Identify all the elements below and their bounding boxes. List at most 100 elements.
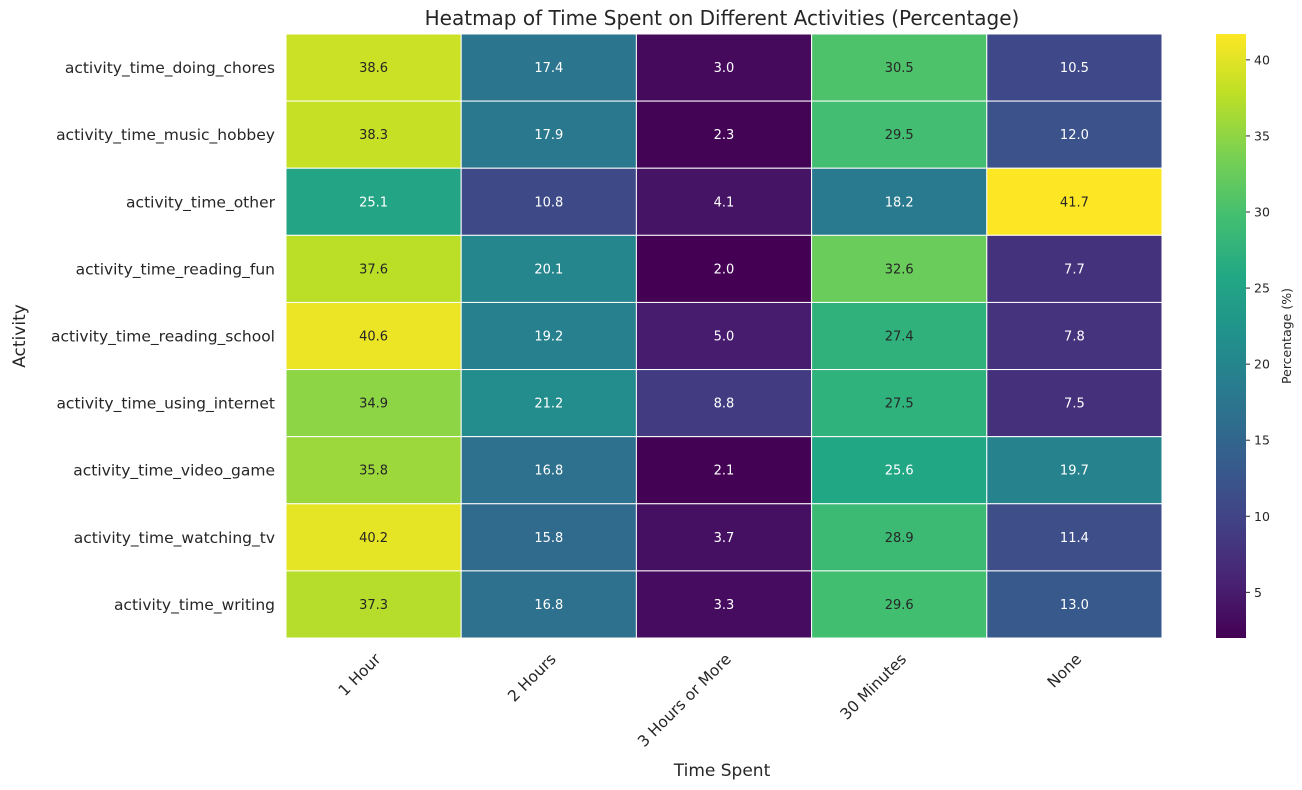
- colorbar-label: Percentage (%): [1279, 288, 1294, 384]
- heatmap-cell: [285, 436, 462, 505]
- cell-value-label: 17.9: [534, 128, 563, 143]
- heatmap-cell: [986, 570, 1163, 639]
- cell-value-label: 7.5: [1064, 397, 1085, 412]
- heatmap-cell: [986, 301, 1163, 371]
- x-tick-label: 30 Minutes: [837, 650, 910, 723]
- heatmap-cell: [285, 570, 462, 639]
- heatmap-cell: [986, 167, 1163, 236]
- heatmap-cell: [285, 33, 462, 102]
- cell-value-label: 40.6: [359, 330, 388, 345]
- cell-value-label: 25.6: [885, 464, 914, 479]
- colorbar-tick-label: 5: [1254, 585, 1262, 600]
- cell-value-label: 19.2: [534, 330, 563, 345]
- cell-value-label: 37.6: [359, 262, 388, 277]
- heatmap-cell: [285, 100, 462, 169]
- cell-value-label: 4.1: [714, 195, 735, 210]
- cell-value-label: 16.8: [534, 464, 563, 479]
- x-tick-labels: 1 Hour 2 Hours 3 Hours or More 30 Minutes No…: [335, 650, 1085, 751]
- cell-value-label: 20.1: [534, 262, 563, 277]
- heatmap-cell: [635, 100, 813, 169]
- cell-value-label: 29.5: [885, 128, 914, 143]
- heatmap-cell: [811, 167, 988, 236]
- heatmap-cell: [635, 167, 813, 236]
- cell-value-label: 3.7: [714, 531, 735, 546]
- cell-value-label: 30.5: [885, 61, 914, 76]
- colorbar: [1216, 34, 1246, 638]
- cell-value-label: 10.5: [1060, 61, 1089, 76]
- y-tick-label: activity_time_other: [126, 193, 276, 212]
- heatmap-cell: [986, 436, 1163, 505]
- x-tick-label: 1 Hour: [335, 650, 385, 700]
- heatmap-cell: [986, 100, 1163, 169]
- heatmap-cell: [460, 503, 637, 572]
- heatmap-cell: [285, 301, 462, 371]
- cell-value-label: 17.4: [534, 61, 563, 76]
- heatmap-cell: [635, 33, 813, 102]
- colorbar-tick-label: 30: [1254, 205, 1270, 220]
- heatmap-cell: [635, 301, 813, 371]
- colorbar-tick-label: 25: [1254, 281, 1270, 296]
- heatmap-cell-labels: 38.6 17.4 3.0 30.5 10.5 38.3 17.9 2.3 29.5 12.0 25…: [359, 61, 1089, 613]
- heatmap-cell: [460, 301, 637, 371]
- cell-value-label: 2.1: [714, 464, 735, 479]
- y-axis-label: Activity: [10, 304, 30, 368]
- cell-value-label: 29.6: [885, 598, 914, 613]
- cell-value-label: 34.9: [359, 397, 388, 412]
- y-tick-label: activity_time_writing: [114, 596, 275, 615]
- chart-title: Heatmap of Time Spent on Different Activ…: [425, 6, 1020, 30]
- heatmap-cell: [811, 369, 988, 438]
- y-tick-labels: activity_time_doing_chores activity_time_…: [51, 59, 276, 615]
- y-tick-label: activity_time_video_game: [73, 462, 275, 481]
- cell-value-label: 37.3: [359, 598, 388, 613]
- y-tick-label: activity_time_music_hobbey: [56, 126, 275, 145]
- cell-value-label: 38.3: [359, 128, 388, 143]
- cell-value-label: 2.3: [714, 128, 735, 143]
- cell-value-label: 12.0: [1060, 128, 1089, 143]
- cell-value-label: 27.5: [885, 397, 914, 412]
- y-tick-label: activity_time_reading_fun: [76, 260, 275, 279]
- x-axis-label: Time Spent: [673, 761, 771, 781]
- colorbar-tick-label: 40: [1254, 52, 1270, 67]
- colorbar-ticks: 5 10 15 20 25 30 35 40: [1246, 52, 1270, 600]
- heatmap-cell: [986, 33, 1163, 102]
- y-tick-label: activity_time_reading_school: [51, 328, 275, 347]
- heatmap-cell: [460, 570, 637, 639]
- x-tick-label: 3 Hours or More: [634, 650, 735, 751]
- cell-value-label: 13.0: [1060, 598, 1089, 613]
- x-tick-label: 2 Hours: [504, 650, 559, 705]
- cell-value-label: 35.8: [359, 464, 388, 479]
- cell-value-label: 5.0: [714, 330, 735, 345]
- heatmap-cell: [285, 234, 462, 303]
- heatmap-cell: [460, 234, 637, 303]
- cell-value-label: 3.3: [714, 598, 735, 613]
- cell-value-label: 19.7: [1060, 464, 1089, 479]
- cell-value-label: 3.0: [714, 61, 735, 76]
- cell-value-label: 11.4: [1060, 531, 1089, 546]
- cell-value-label: 32.6: [885, 262, 914, 277]
- cell-value-label: 25.1: [359, 195, 388, 210]
- heatmap-cell: [811, 503, 988, 572]
- cell-value-label: 38.6: [359, 61, 388, 76]
- colorbar-tick-label: 35: [1254, 128, 1270, 143]
- heatmap-cell: [635, 234, 813, 303]
- heatmap-cell: [460, 33, 637, 102]
- heatmap-cell: [811, 234, 988, 303]
- cell-value-label: 28.9: [885, 531, 914, 546]
- cell-value-label: 40.2: [359, 531, 388, 546]
- colorbar-tick-label: 10: [1254, 509, 1270, 524]
- heatmap-cell: [986, 234, 1163, 303]
- heatmap-cell: [811, 33, 988, 102]
- cell-value-label: 27.4: [885, 330, 914, 345]
- cell-value-label: 15.8: [534, 531, 563, 546]
- cell-value-label: 8.8: [714, 397, 735, 412]
- heatmap-cell: [635, 503, 813, 572]
- y-tick-label: activity_time_watching_tv: [74, 529, 275, 548]
- cell-value-label: 2.0: [714, 262, 735, 277]
- heatmap-cell: [986, 369, 1163, 438]
- cell-value-label: 21.2: [534, 397, 563, 412]
- colorbar-tick-label: 15: [1254, 433, 1270, 448]
- heatmap-cell: [986, 503, 1163, 572]
- heatmap-cell: [285, 503, 462, 572]
